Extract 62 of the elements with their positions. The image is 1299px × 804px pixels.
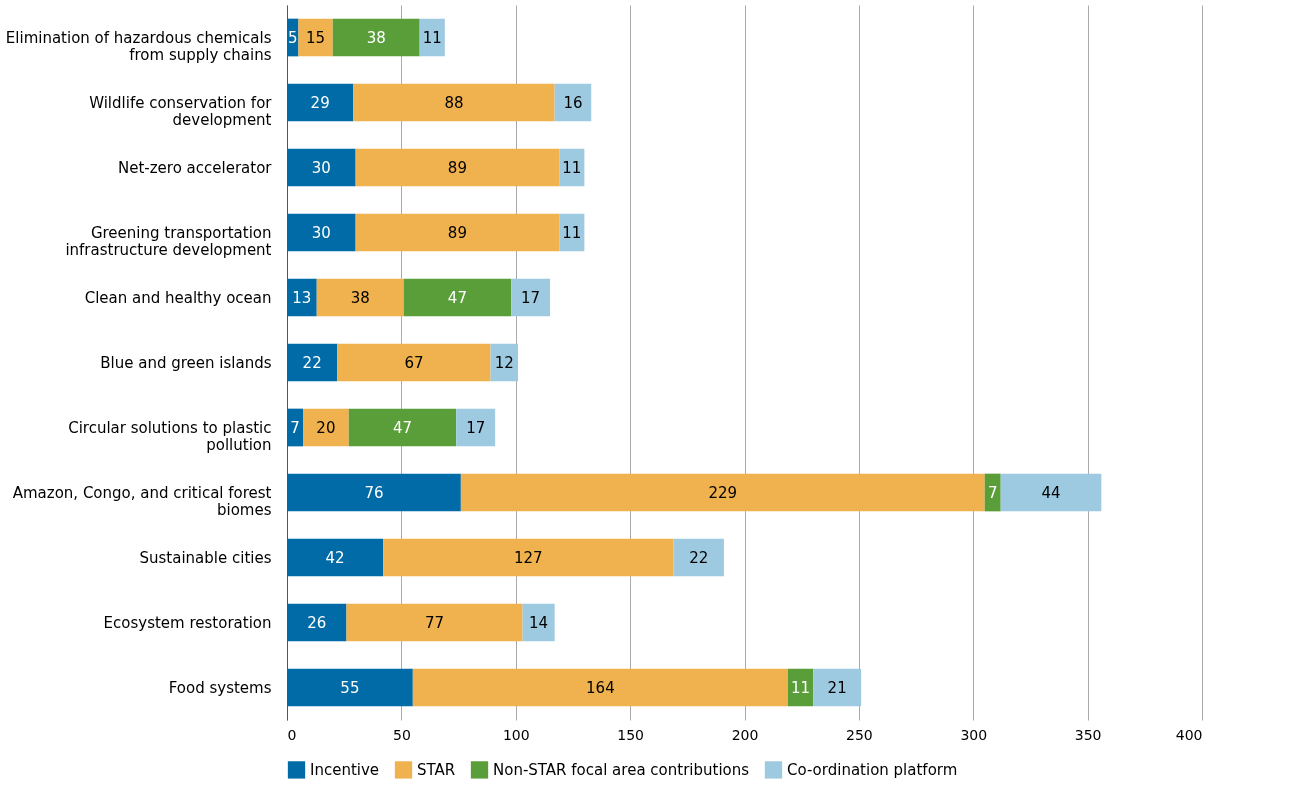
data-label: 15 [306, 28, 326, 47]
y-tick-label: Sustainable cities [139, 548, 272, 567]
data-label: 76 [364, 483, 384, 502]
legend-label: Non-STAR focal area contributions [493, 760, 750, 779]
data-label: 229 [708, 483, 738, 502]
data-label: 7 [290, 418, 300, 437]
y-tick-label: Greening transportation infrastructure development [65, 223, 272, 259]
x-tick-label: 50 [392, 726, 411, 743]
data-label: 14 [529, 613, 549, 632]
data-label: 13 [292, 288, 312, 307]
legend-label: Incentive [310, 760, 380, 779]
data-label: 11 [562, 223, 582, 242]
legend-label: STAR [417, 760, 456, 779]
data-label: 88 [444, 93, 464, 112]
data-label: 7 [987, 483, 998, 502]
data-label: 67 [404, 353, 424, 372]
x-tick-label: 100 [502, 726, 530, 743]
y-tick-label: Ecosystem restoration [103, 613, 272, 632]
data-label: 47 [447, 288, 467, 307]
y-tick-label: Elimination of hazardous chemicals from supply chains [5, 28, 272, 64]
data-label: 17 [521, 288, 541, 307]
y-tick-label: Amazon, Congo, and critical forest biomes [12, 483, 272, 519]
data-label: 30 [311, 158, 331, 177]
x-tick-label: 350 [1074, 726, 1102, 743]
data-label: 11 [422, 28, 442, 47]
data-label: 21 [827, 678, 847, 697]
data-label: 55 [340, 678, 360, 697]
data-label: 11 [791, 678, 811, 697]
data-label: 29 [310, 93, 330, 112]
x-tick-label: 0 [287, 726, 297, 743]
data-label: 16 [563, 93, 583, 112]
data-label: 77 [425, 613, 445, 632]
data-label: 44 [1041, 483, 1061, 502]
data-label: 127 [514, 548, 543, 567]
y-tick-label: Net-zero accelerator [117, 158, 273, 177]
x-tick-label: 200 [731, 726, 759, 743]
data-label: 38 [366, 28, 386, 47]
y-tick-label: Circular solutions to plastic pollution [68, 418, 272, 454]
y-tick-label: Food systems [168, 678, 272, 697]
x-tick-label: 300 [960, 726, 988, 743]
x-tick-label: 400 [1175, 726, 1203, 743]
data-label: 42 [325, 548, 345, 567]
data-label: 26 [307, 613, 327, 632]
x-tick-label: 250 [846, 726, 873, 743]
data-label: 89 [447, 223, 467, 242]
data-label: 11 [562, 158, 582, 177]
data-label: 38 [350, 288, 370, 307]
data-label: 12 [494, 353, 514, 372]
legend-label: Co-ordination platform [787, 760, 958, 779]
data-label: 5 [287, 28, 298, 47]
data-label: 17 [466, 418, 486, 437]
y-tick-label: Clean and healthy ocean [84, 288, 272, 307]
data-label: 20 [316, 418, 336, 437]
data-label: 22 [302, 353, 322, 372]
data-label: 22 [689, 548, 709, 567]
data-label: 47 [392, 418, 413, 437]
data-label: 164 [586, 678, 615, 697]
data-label: 89 [447, 158, 467, 177]
y-tick-label: Wildlife conservation for development [89, 93, 273, 129]
x-tick-label: 150 [617, 726, 644, 743]
data-label: 30 [311, 223, 331, 242]
y-tick-label: Blue and green islands [100, 353, 272, 372]
